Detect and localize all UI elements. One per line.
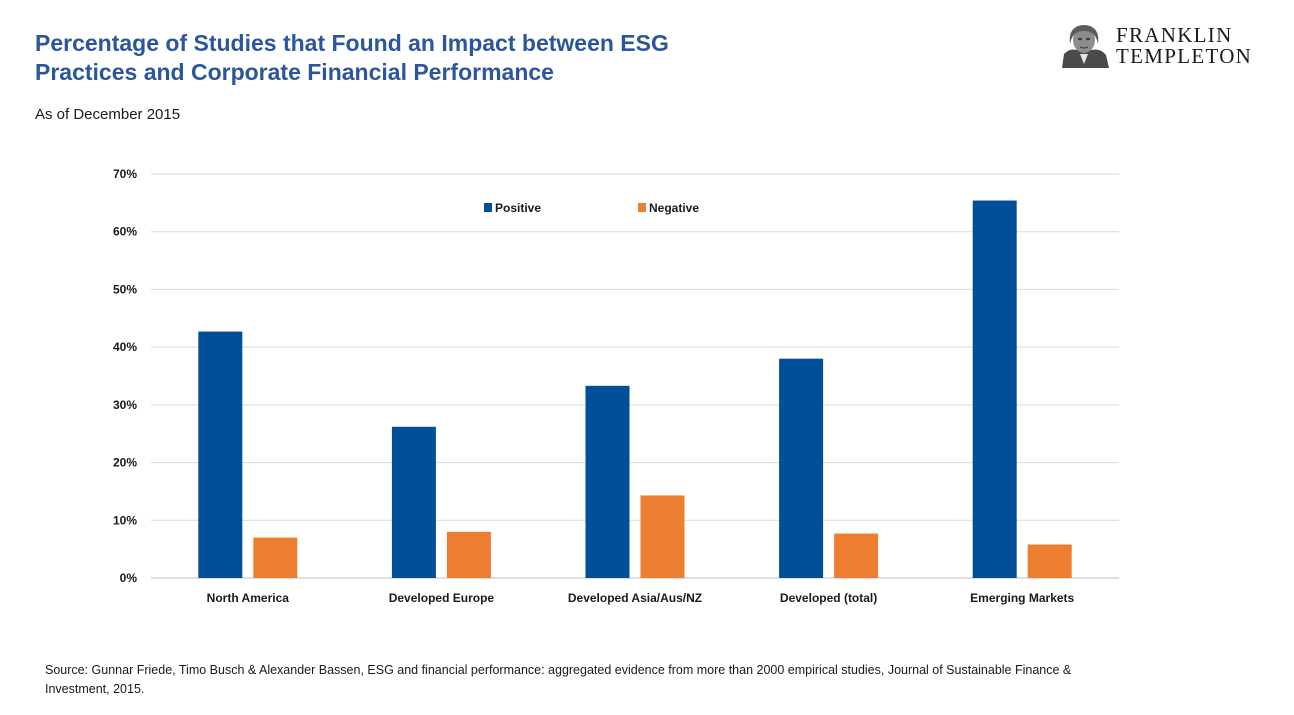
y-tick-label: 10%	[113, 513, 137, 527]
y-tick-label: 30%	[113, 398, 137, 412]
chart-title-line-2: Practices and Corporate Financial Perfor…	[35, 59, 554, 85]
franklin-templeton-logo: FRANKLIN TEMPLETON	[1056, 24, 1268, 70]
chart-title: Percentage of Studies that Found an Impa…	[35, 29, 795, 87]
benjamin-franklin-portrait-icon	[1056, 24, 1112, 68]
x-tick-label: North America	[207, 591, 290, 605]
y-tick-label: 70%	[113, 167, 137, 181]
y-tick-label: 60%	[113, 225, 137, 239]
negative-bar	[1027, 544, 1072, 578]
logo-line-1: FRANKLIN	[1116, 23, 1233, 47]
negative-bar	[446, 531, 491, 578]
legend-swatch-negative	[638, 203, 646, 212]
y-tick-label: 0%	[120, 571, 138, 585]
legend-label: Negative	[649, 201, 699, 215]
y-tick-label: 50%	[113, 282, 137, 296]
positive-bar	[972, 200, 1017, 578]
legend-swatch-positive	[484, 203, 492, 212]
negative-bar	[834, 533, 879, 578]
negative-bar	[640, 495, 685, 578]
y-tick-label: 20%	[113, 456, 137, 470]
source-note: Source: Gunnar Friede, Timo Busch & Alex…	[45, 663, 1072, 696]
positive-bar	[198, 331, 243, 578]
logo-line-2: TEMPLETON	[1116, 44, 1253, 68]
positive-bar	[585, 385, 630, 578]
logo-wordmark: FRANKLIN TEMPLETON	[1116, 25, 1252, 67]
as-of-date: As of December 2015	[35, 106, 181, 123]
chart-title-line-1: Percentage of Studies that Found an Impa…	[35, 30, 669, 56]
x-tick-label: Emerging Markets	[970, 591, 1074, 605]
y-tick-label: 40%	[113, 340, 137, 354]
x-tick-label: Developed Asia/Aus/NZ	[568, 591, 702, 605]
positive-bar	[779, 358, 824, 578]
x-tick-label: Developed (total)	[780, 591, 877, 605]
positive-bar	[391, 426, 436, 578]
x-tick-label: Developed Europe	[389, 591, 495, 605]
negative-bar	[253, 537, 298, 578]
legend-label: Positive	[495, 201, 541, 215]
